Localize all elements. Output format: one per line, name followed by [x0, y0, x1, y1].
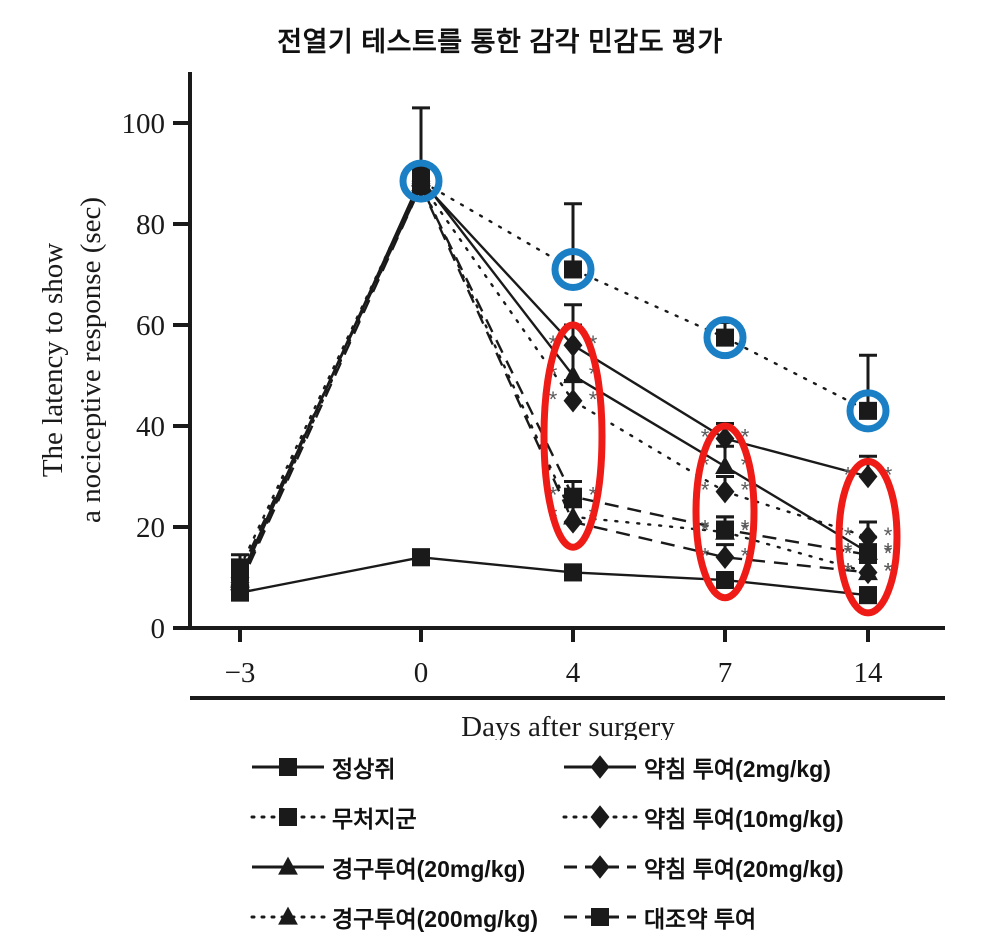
red-highlight-ellipse	[692, 422, 758, 602]
blue-highlight-circle	[399, 159, 443, 203]
legend-sample-square-solid	[252, 758, 324, 776]
data-series-layer: * ** ** ** ** ** ** ** ** ** ** ** ** ** ** ** ** ** *	[230, 106, 893, 605]
x-tick-label: 4	[566, 657, 581, 689]
significance-asterisk: *	[741, 452, 750, 477]
y-tick-label: 60	[136, 310, 165, 342]
significance-asterisk: *	[549, 387, 558, 412]
significance-asterisk: *	[884, 538, 893, 563]
legend-item[interactable]: 약침 투여(2mg/kg)	[562, 742, 892, 792]
x-tick-label: 0	[414, 657, 429, 689]
blue-highlight-circle	[846, 389, 890, 433]
y-axis-title-line-2: a nociceptive response (sec)	[75, 197, 107, 523]
significance-asterisk: *	[741, 516, 750, 541]
legend-item[interactable]: 무처지군	[250, 792, 550, 842]
plot-area: * ** ** ** ** ** ** ** ** ** ** ** ** ** ** ** ** ** * 0 20…	[37, 72, 945, 740]
legend-item-label: 무처지군	[332, 806, 417, 832]
chart-title: 전열기 테스트를 통한 감각 민감도 평가	[277, 27, 723, 57]
axis-labels-layer: 0 20 40 60 80 100 −3 0 4 7 14 Days after surgery The…	[37, 108, 883, 740]
legend-sample-diamond-dashed	[564, 855, 636, 879]
significance-asterisk: *	[549, 483, 558, 508]
legend-item[interactable]: 경구투여(200mg/kg)	[250, 892, 550, 942]
significance-asterisk: *	[844, 523, 853, 548]
significance-asterisk: *	[884, 541, 893, 566]
significance-asterisk: *	[701, 516, 710, 541]
legend-item[interactable]: 약침 투여(20mg/kg)	[562, 842, 892, 892]
red-highlight-ellipse	[835, 457, 901, 617]
x-tick-label: −3	[225, 657, 256, 689]
legend-item[interactable]: 약침 투여(10mg/kg)	[562, 792, 892, 842]
series-7	[231, 169, 877, 582]
significance-asterisk: *	[741, 478, 750, 503]
axes	[173, 72, 945, 700]
y-tick-label: 0	[151, 613, 166, 645]
legend-sample-diamond-solid	[564, 755, 636, 779]
y-tick-label: 80	[136, 209, 165, 241]
legend-sample-square-dashed	[564, 908, 636, 926]
legend-item[interactable]: 경구투여(20mg/kg)	[250, 842, 550, 892]
significance-asterisk: *	[701, 478, 710, 503]
significance-asterisk: *	[741, 543, 750, 568]
significance-asterisk: *	[589, 362, 598, 387]
significance-asterisk: *	[741, 425, 750, 450]
y-axis-title-line-1: The latency to show	[37, 243, 69, 477]
x-axis-title: Days after surgery	[461, 711, 675, 740]
annotation-layer	[399, 159, 901, 617]
significance-asterisk: *	[701, 452, 710, 477]
blue-highlight-circle	[551, 247, 595, 291]
significance-asterisk: *	[844, 558, 853, 583]
legend-sample-triangle-dotted	[250, 906, 326, 925]
chart-legend: 정상쥐 약침 투여(2mg/kg) 무처지군 약침 투여(10mg/kg) 경구투여(2…	[250, 742, 950, 942]
legend-item[interactable]: 정상쥐	[250, 742, 550, 792]
legend-sample-square-dotted	[250, 808, 326, 826]
legend-sample-diamond-dotted	[562, 805, 638, 829]
legend-item-label: 약침 투여(10mg/kg)	[644, 806, 844, 832]
significance-asterisk: *	[844, 541, 853, 566]
significance-asterisk: *	[884, 558, 893, 583]
legend-item-label: 약침 투여(2mg/kg)	[644, 756, 831, 782]
x-tick-label: 14	[854, 657, 884, 689]
x-tick-label: 7	[718, 657, 733, 689]
significance-asterisk: *	[741, 518, 750, 543]
legend-item-label: 경구투여(200mg/kg)	[332, 906, 539, 932]
y-tick-label: 20	[136, 512, 165, 544]
significance-asterisk: *	[589, 483, 598, 508]
significance-asterisk: *	[589, 331, 598, 356]
significance-asterisk: *	[549, 362, 558, 387]
series-0	[231, 548, 877, 605]
legend-item[interactable]: 대조약 투여	[562, 892, 892, 942]
legend-item-label: 경구투여(20mg/kg)	[332, 856, 526, 882]
significance-asterisk: *	[701, 518, 710, 543]
legend-item-label: 대조약 투여	[644, 906, 757, 932]
y-tick-label: 100	[122, 108, 166, 140]
red-highlight-ellipse	[540, 321, 606, 551]
legend-sample-triangle-solid	[252, 856, 324, 875]
legend-item-label: 정상쥐	[332, 756, 396, 782]
significance-asterisk: *	[884, 558, 893, 583]
significance-asterisk: *	[589, 387, 598, 412]
significance-asterisk: *	[844, 538, 853, 563]
significance-asterisk: *	[884, 523, 893, 548]
significance-asterisk: *	[844, 558, 853, 583]
legend-item-label: 약침 투여(20mg/kg)	[644, 856, 844, 882]
blue-highlight-circle	[703, 316, 747, 360]
y-tick-label: 40	[136, 411, 165, 443]
significance-asterisk: *	[701, 425, 710, 450]
significance-asterisk: *	[701, 543, 710, 568]
